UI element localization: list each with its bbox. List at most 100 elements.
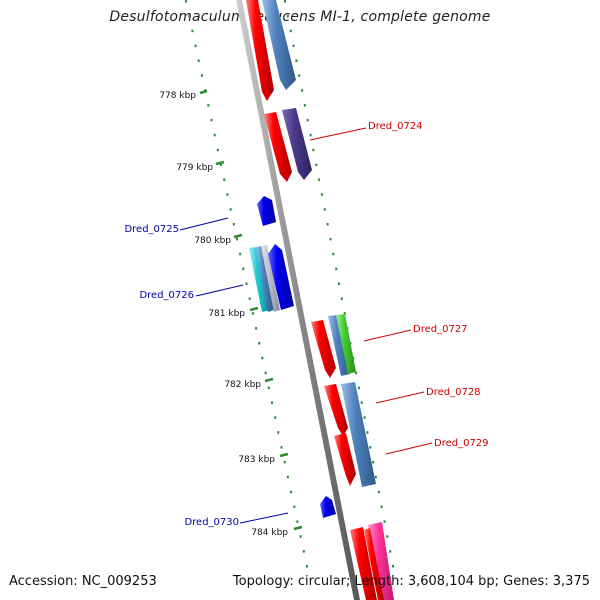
scale-dot xyxy=(318,178,321,181)
scale-dot xyxy=(320,193,323,196)
scale-dot xyxy=(340,297,343,300)
gene-label-dred-0730[interactable]: Dred_0730 xyxy=(184,517,239,528)
scale-dot xyxy=(357,386,360,390)
scale-dot xyxy=(343,312,346,315)
scale-dot xyxy=(216,148,219,152)
scale-dot xyxy=(292,44,295,48)
gene-label-dred-0725[interactable]: Dred_0725 xyxy=(124,224,179,235)
gene-forward[interactable] xyxy=(324,384,348,436)
gene-label-dred-0727[interactable]: Dred_0727 xyxy=(413,324,468,335)
tick-label: 781 kbp xyxy=(208,309,245,319)
scale-dot xyxy=(284,0,286,3)
gene-label-dred-0729[interactable]: Dred_0729 xyxy=(434,438,489,449)
scale-dot xyxy=(332,252,335,256)
gene-other[interactable] xyxy=(336,314,356,374)
gene-labels: Dred_0724 Dred_0725 Dred_0726 Dred_0727 … xyxy=(124,121,488,528)
scale-dot xyxy=(289,29,292,33)
gc-dots xyxy=(284,0,394,568)
scale-dot xyxy=(274,416,277,419)
scale-dot xyxy=(188,14,191,18)
scale-dot xyxy=(258,342,261,345)
gene-other[interactable] xyxy=(282,108,312,180)
scale-dot xyxy=(210,118,213,122)
tick-label: 782 kbp xyxy=(224,380,261,390)
scale-dot xyxy=(255,327,258,330)
gene-reverse[interactable] xyxy=(320,496,336,518)
scale-dot xyxy=(296,520,299,523)
gene-label-dred-0724[interactable]: Dred_0724 xyxy=(368,121,423,132)
scale-dot xyxy=(389,550,392,553)
scale-dot xyxy=(366,431,369,434)
scale-dot xyxy=(245,282,248,285)
scale-dot xyxy=(207,104,210,107)
scale-dot xyxy=(197,59,200,62)
scale-dot xyxy=(312,148,315,152)
scale-dot xyxy=(323,208,326,211)
gene-other[interactable] xyxy=(328,315,350,376)
scale-dot xyxy=(306,118,309,122)
scale-dot xyxy=(386,535,389,538)
scale-dot xyxy=(251,312,254,315)
scale-dot xyxy=(280,446,283,449)
scale-dot xyxy=(302,550,305,553)
scale-dot xyxy=(360,401,363,404)
scale-dot xyxy=(226,193,229,196)
accession-text: Accession: NC_009253 xyxy=(9,574,157,589)
scale-dot xyxy=(239,252,242,256)
scale-dot xyxy=(194,44,197,48)
gene-forward[interactable] xyxy=(334,433,356,486)
gene-other[interactable] xyxy=(262,0,296,90)
scale-dot xyxy=(355,371,358,375)
gene-other[interactable] xyxy=(249,247,270,312)
scale-dot xyxy=(392,565,394,568)
gene-features xyxy=(246,0,394,600)
scale-dot xyxy=(220,163,222,167)
gene-other[interactable] xyxy=(256,246,274,312)
scale-dot xyxy=(301,89,304,92)
scale-dot xyxy=(377,490,380,494)
gene-label-dred-0726[interactable]: Dred_0726 xyxy=(139,290,194,301)
scale-dot xyxy=(303,104,306,107)
scale-dot xyxy=(380,505,383,508)
scale-dot xyxy=(372,460,375,464)
scale-dot xyxy=(264,371,267,375)
tick-label: 779 kbp xyxy=(176,163,213,173)
scale-dot xyxy=(242,267,245,271)
gene-other[interactable] xyxy=(368,522,394,600)
scale-dot xyxy=(185,0,187,3)
gene-reverse[interactable] xyxy=(268,244,294,310)
scale-dot xyxy=(338,282,340,285)
gene-forward[interactable] xyxy=(246,0,274,101)
scale-dot xyxy=(200,74,203,77)
scale-dot xyxy=(290,490,293,494)
scale-dot xyxy=(286,475,289,479)
gene-forward[interactable] xyxy=(264,112,292,182)
scale-dot xyxy=(261,356,264,360)
scale-dot xyxy=(306,565,308,568)
gene-forward[interactable] xyxy=(311,320,336,378)
gene-reverse[interactable] xyxy=(257,196,276,226)
gene-other[interactable] xyxy=(341,382,376,487)
scale-dot xyxy=(271,401,273,404)
scale-dot xyxy=(299,535,302,538)
scale-dot xyxy=(363,416,366,419)
tick-label: 778 kbp xyxy=(159,91,196,101)
scale-dot xyxy=(383,520,386,523)
scale-dot xyxy=(248,297,251,300)
scale-dot xyxy=(295,59,298,62)
gene-forward[interactable] xyxy=(350,527,377,600)
backbone xyxy=(236,0,360,600)
map-title: Desulfotomaculum reducens MI-1, complete… xyxy=(109,9,491,25)
scale-dots xyxy=(185,0,308,568)
scale-dot xyxy=(309,133,312,137)
scale-dot xyxy=(223,178,226,181)
gene-other[interactable] xyxy=(261,245,280,312)
scale-dot xyxy=(232,223,235,226)
gene-label-dred-0728[interactable]: Dred_0728 xyxy=(426,387,481,398)
scale-dot xyxy=(315,163,318,167)
scale-dot xyxy=(298,74,301,77)
scale-dot xyxy=(369,446,372,449)
scale-dot xyxy=(267,386,270,390)
gene-other[interactable] xyxy=(364,528,384,600)
